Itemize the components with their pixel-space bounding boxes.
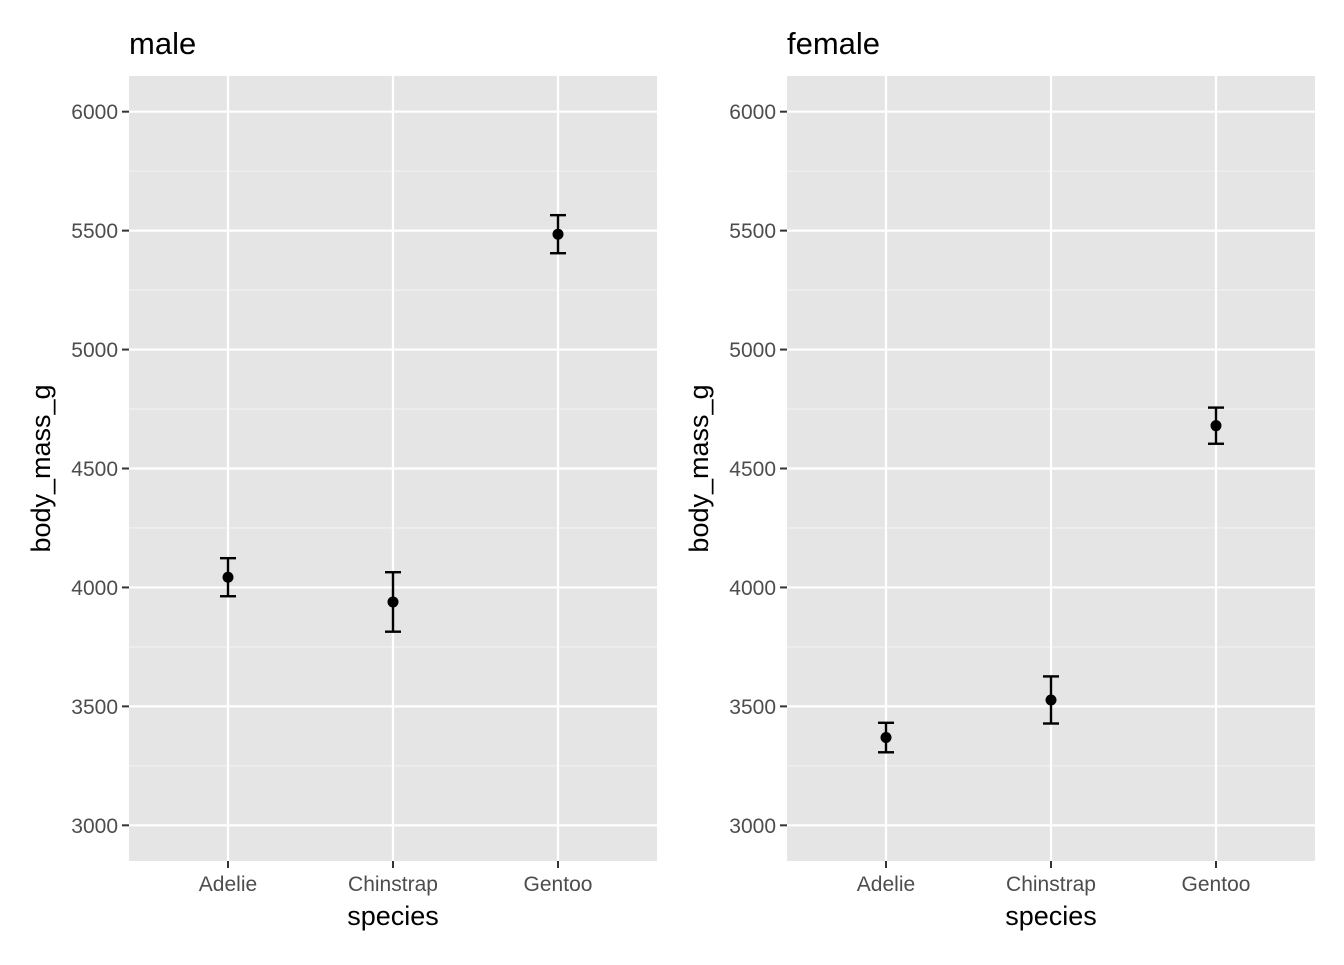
y-tick-label: 3500 [71, 696, 118, 719]
y-axis-title: body_mass_g [26, 384, 56, 552]
mean-point-adelie [222, 571, 234, 583]
mean-point-chinstrap [387, 596, 399, 608]
y-tick-label: 3500 [729, 696, 776, 719]
panel-title: female [787, 26, 880, 61]
x-tick-label-adelie: Adelie [857, 873, 915, 896]
y-tick-label: 5500 [71, 220, 118, 243]
x-axis-title: species [347, 901, 439, 931]
y-tick-label: 6000 [71, 101, 118, 124]
mean-point-adelie [880, 732, 892, 744]
y-tick-label: 4500 [71, 458, 118, 481]
x-tick-label-chinstrap: Chinstrap [1006, 873, 1096, 896]
y-tick-label: 4500 [729, 458, 776, 481]
x-axis-title: species [1005, 901, 1097, 931]
y-axis-title: body_mass_g [684, 384, 714, 552]
panel-male: 3000 3500 4000 4500 5000 5500 6000 Adelie Chinst… [26, 26, 657, 931]
x-tick-label-chinstrap: Chinstrap [348, 873, 438, 896]
x-tick-label-gentoo: Gentoo [524, 873, 593, 896]
y-tick-label: 5000 [71, 339, 118, 362]
panel-female: 3000 3500 4000 4500 5000 5500 6000 Adelie Chinst… [684, 26, 1315, 931]
y-tick-label: 3000 [729, 815, 776, 838]
y-tick-label: 4000 [729, 577, 776, 600]
y-tick-label: 6000 [729, 101, 776, 124]
y-tick-label: 5000 [729, 339, 776, 362]
panel-title: male [129, 26, 196, 61]
mean-point-chinstrap [1045, 694, 1057, 706]
y-tick-label: 5500 [729, 220, 776, 243]
x-tick-label-gentoo: Gentoo [1182, 873, 1251, 896]
y-tick-label: 4000 [71, 577, 118, 600]
y-tick-label: 3000 [71, 815, 118, 838]
mean-point-gentoo [552, 228, 564, 240]
mean-point-gentoo [1210, 420, 1222, 432]
x-tick-label-adelie: Adelie [199, 873, 257, 896]
